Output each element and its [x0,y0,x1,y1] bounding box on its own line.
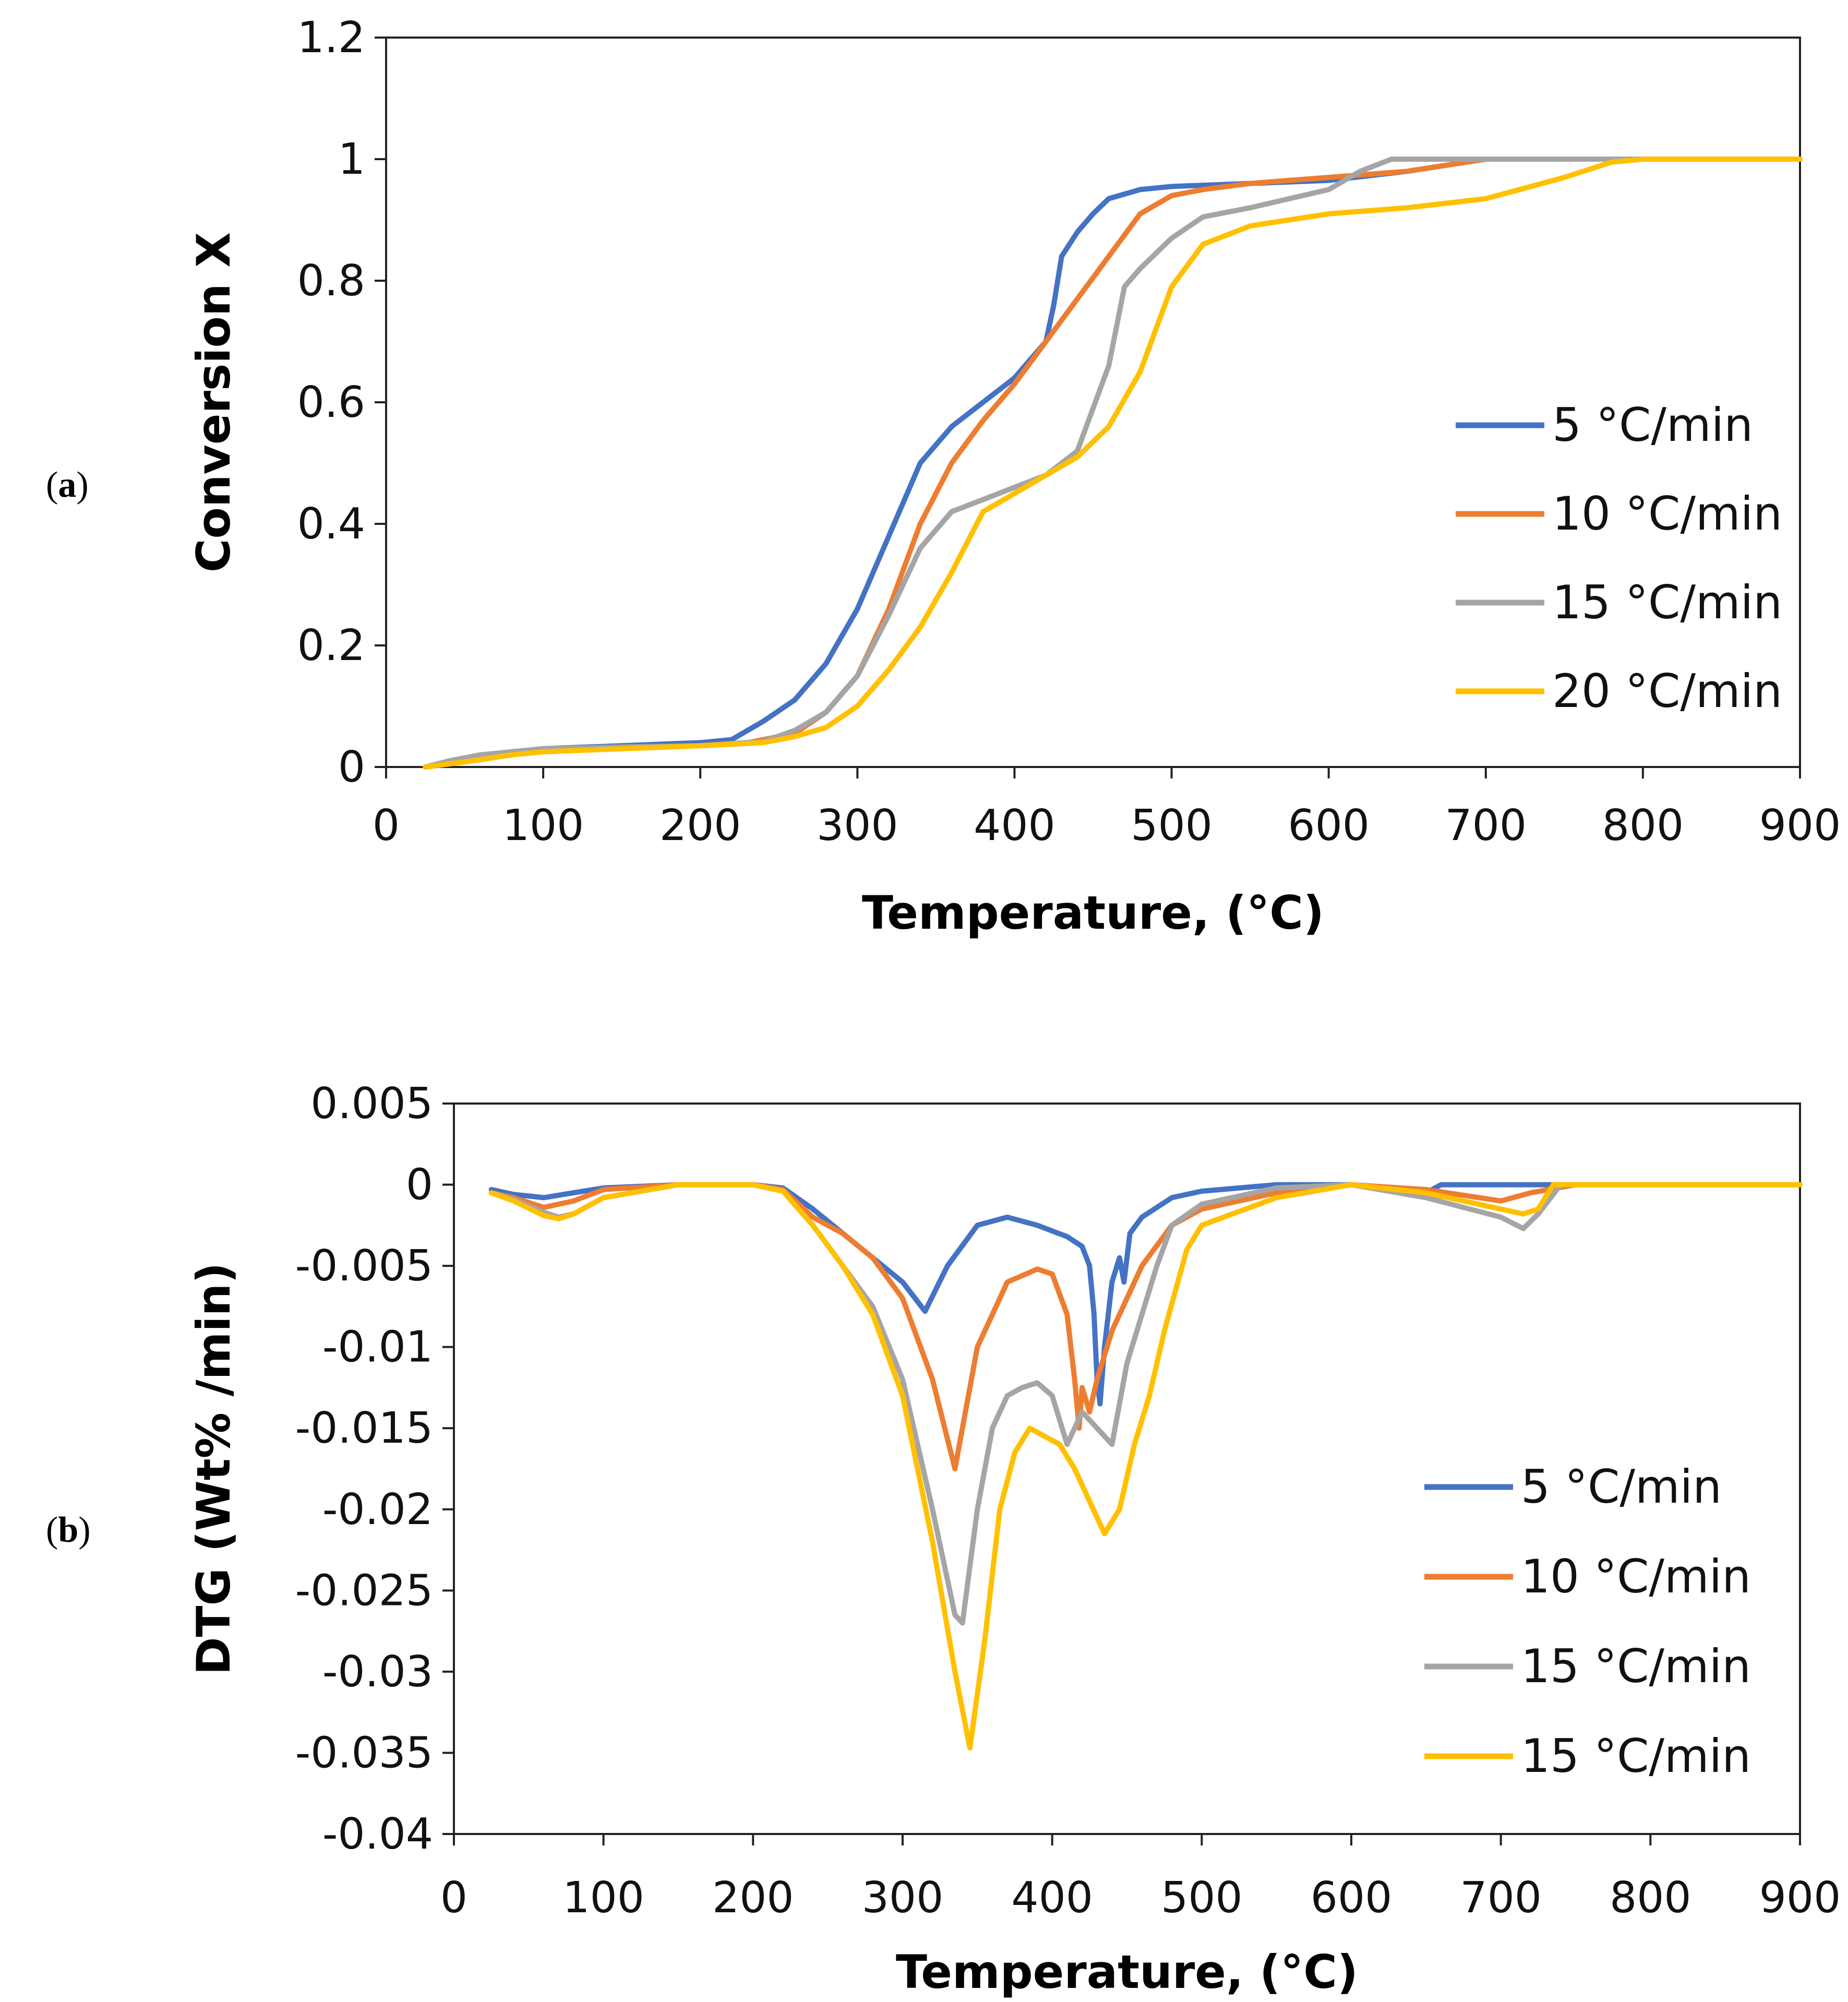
y-tick-label: 0.005 [310,1079,433,1129]
legend-label-1: 5 °C/min [1521,1460,1722,1514]
x-tick-label: 600 [1288,801,1370,850]
x-tick-label: 400 [974,801,1055,850]
x-tick-label: 300 [817,801,898,850]
y-tick-label: -0.035 [295,1728,433,1778]
legend-label-4: 20 °C/min [1552,664,1782,718]
y-tick-label: -0.03 [322,1647,433,1697]
y-tick-label: -0.025 [295,1566,433,1615]
y-tick-label: -0.04 [322,1809,433,1859]
y-tick-label: -0.015 [295,1404,433,1453]
x-tick-label: 400 [1011,1873,1093,1923]
y-tick-label: 1.2 [297,13,365,63]
series-line-2 [488,1182,1803,1471]
y-axis-label: DTG (Wt% /min) [187,1263,241,1675]
x-tick-label: 700 [1460,1873,1542,1923]
x-tick-label: 800 [1602,801,1684,850]
series-line-4 [423,157,1803,770]
x-tick-label: 300 [862,1873,944,1923]
legend-label-4: 15 °C/min [1521,1729,1751,1783]
legend-label-1: 5 °C/min [1552,398,1753,452]
x-tick-label: 200 [712,1873,794,1923]
y-tick-label: 0.6 [297,378,365,427]
y-tick-label: 1 [338,135,365,184]
x-axis-label: Temperature, (°C) [862,886,1324,940]
x-tick-label: 100 [502,801,584,850]
legend-label-2: 10 °C/min [1521,1550,1751,1603]
legend-label-3: 15 °C/min [1552,576,1782,629]
series-line-4 [488,1182,1803,1751]
y-tick-label: 0 [338,742,365,792]
x-tick-label: 700 [1445,801,1527,850]
x-tick-label: 800 [1610,1873,1691,1923]
x-tick-label: 0 [373,801,400,850]
panel-label-a: (a) [46,465,89,505]
y-tick-label: -0.01 [322,1323,433,1372]
chart-dtg: 0.005 0 -0.005 -0.01 -0.015 -0.02 -0.025 -0.03 -… [187,1079,1841,1999]
y-tick-label: 0.8 [297,256,365,306]
y-tick-label: 0.2 [297,621,365,670]
x-tick-label: 200 [659,801,741,850]
chart-conversion: 0 0.2 0.4 0.6 0.8 1 1.2 0 100 200 300 400 500 600 700 8… [187,13,1841,940]
legend-label-3: 15 °C/min [1521,1639,1751,1693]
x-tick-label: 900 [1759,801,1841,850]
x-tick-label: 0 [440,1873,467,1923]
x-tick-label: 900 [1759,1873,1841,1923]
y-tick-label: 0.4 [297,499,365,549]
y-tick-label: -0.02 [322,1485,433,1535]
y-tick-label: -0.005 [295,1241,433,1291]
x-tick-label: 500 [1161,1873,1243,1923]
x-tick-label: 500 [1131,801,1213,850]
y-axis-label: Conversion X [187,232,241,572]
panel-label-b: (b) [46,1510,91,1550]
x-tick-label: 100 [562,1873,644,1923]
x-axis-label: Temperature, (°C) [896,1945,1358,1999]
plot-area [453,1102,1801,1835]
x-tick-label: 600 [1311,1873,1393,1923]
legend-label-2: 10 °C/min [1552,487,1782,541]
y-tick-label: 0 [406,1160,433,1210]
